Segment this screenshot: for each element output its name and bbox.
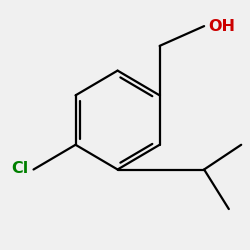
Text: OH: OH	[208, 18, 235, 34]
Text: Cl: Cl	[11, 161, 28, 176]
